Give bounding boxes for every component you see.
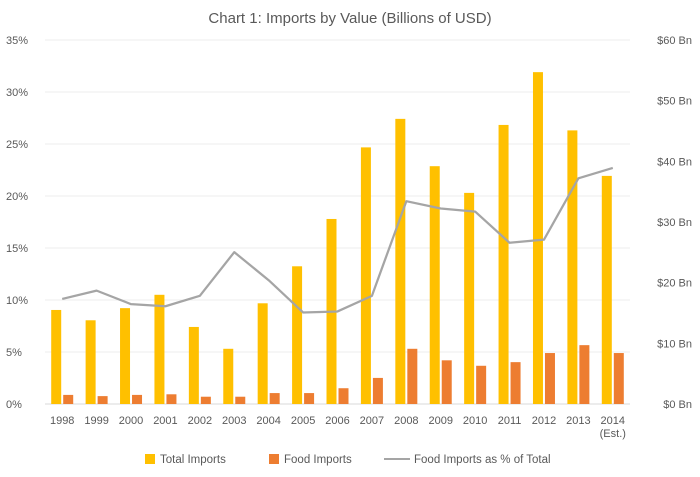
- bar-food-imports: [372, 377, 383, 404]
- legend-label-food-pct: Food Imports as % of Total: [414, 454, 551, 466]
- bar-food-imports: [235, 396, 246, 404]
- bar-total-imports: [498, 124, 509, 404]
- chart-title: Chart 1: Imports by Value (Billions of U…: [208, 10, 491, 27]
- x-tick-label: 2000: [119, 415, 143, 427]
- x-tick-label: 2014: [601, 415, 625, 427]
- x-tick-sublabel: (Est.): [600, 428, 626, 440]
- legend-label-food-imports: Food Imports: [284, 454, 352, 466]
- x-tick-label: 2009: [428, 415, 452, 427]
- bar-total-imports: [120, 308, 131, 404]
- bar-food-imports: [97, 396, 108, 404]
- left-tick-label: 15%: [6, 243, 28, 255]
- left-tick-label: 35%: [6, 35, 28, 47]
- x-tick-label: 2002: [188, 415, 212, 427]
- bar-total-imports: [188, 326, 199, 404]
- bar-food-imports: [510, 362, 521, 404]
- x-tick-label: 1999: [84, 415, 108, 427]
- gridlines: [45, 39, 630, 405]
- right-tick-label: $50 Bn: [657, 96, 692, 108]
- bar-total-imports: [429, 166, 440, 404]
- bar-total-imports: [85, 320, 96, 404]
- bar-total-imports: [360, 147, 371, 404]
- left-tick-label: 5%: [6, 347, 22, 359]
- x-tick-label: 2006: [325, 415, 349, 427]
- right-axis-ticks: $0 Bn $10 Bn $20 Bn $30 Bn $40 Bn $50 Bn $60 B…: [657, 35, 692, 411]
- bar-total-imports: [464, 192, 475, 404]
- x-axis-ticks: 1998 1999 2000 2001 2002 2003 2004 2005 2006 2007…: [50, 415, 626, 440]
- bar-total-imports: [154, 294, 165, 404]
- bar-food-imports: [63, 394, 74, 404]
- bar-food-imports: [338, 388, 349, 404]
- right-tick-label: $40 Bn: [657, 156, 692, 168]
- bar-food-imports: [476, 365, 487, 404]
- left-tick-label: 10%: [6, 295, 28, 307]
- x-tick-label: 2012: [532, 415, 556, 427]
- bar-food-imports: [166, 394, 177, 404]
- bar-food-imports: [441, 360, 452, 404]
- right-tick-label: $20 Bn: [657, 278, 692, 290]
- x-tick-label: 2007: [360, 415, 384, 427]
- x-tick-label: 2005: [291, 415, 315, 427]
- bar-total-imports: [395, 118, 406, 404]
- bar-food-imports: [304, 393, 315, 404]
- bar-total-imports: [292, 266, 303, 404]
- left-tick-label: 20%: [6, 191, 28, 203]
- x-tick-label: 2003: [222, 415, 246, 427]
- bar-total-imports: [601, 175, 612, 404]
- legend-swatch-total-imports: [145, 454, 155, 464]
- line-food-pct: [61, 166, 614, 314]
- legend-swatch-food-imports: [269, 454, 279, 464]
- left-axis-ticks: 0% 5% 10% 15% 20% 25% 30% 35%: [6, 35, 28, 411]
- legend-label-total-imports: Total Imports: [160, 454, 226, 466]
- right-tick-label: $30 Bn: [657, 217, 692, 229]
- x-tick-label: 2011: [498, 415, 522, 427]
- x-tick-label: 1998: [50, 415, 74, 427]
- legend: Total Imports Food Imports Food Imports …: [145, 454, 551, 466]
- bar-food-imports: [544, 353, 555, 404]
- x-tick-label: 2008: [394, 415, 418, 427]
- right-tick-label: $0 Bn: [663, 399, 692, 411]
- x-tick-label: 2013: [566, 415, 590, 427]
- bar-total-imports: [51, 309, 62, 404]
- bar-food-imports: [407, 348, 418, 404]
- right-tick-label: $60 Bn: [657, 35, 692, 47]
- bar-total-imports: [223, 348, 234, 404]
- right-tick-label: $10 Bn: [657, 338, 692, 350]
- bar-food-imports: [613, 353, 624, 404]
- bar-total-imports: [257, 303, 268, 404]
- bar-food-imports: [132, 394, 143, 404]
- left-tick-label: 0%: [6, 399, 22, 411]
- left-tick-label: 30%: [6, 87, 28, 99]
- bars: [51, 72, 624, 405]
- bar-total-imports: [567, 130, 578, 405]
- left-tick-label: 25%: [6, 139, 28, 151]
- percent-line: [61, 166, 614, 314]
- x-tick-label: 2004: [256, 415, 280, 427]
- x-tick-label: 2010: [463, 415, 487, 427]
- bar-food-imports: [200, 396, 211, 404]
- x-tick-label: 2001: [153, 415, 177, 427]
- bar-food-imports: [269, 393, 280, 404]
- bar-total-imports: [532, 72, 543, 405]
- bar-food-imports: [579, 345, 590, 404]
